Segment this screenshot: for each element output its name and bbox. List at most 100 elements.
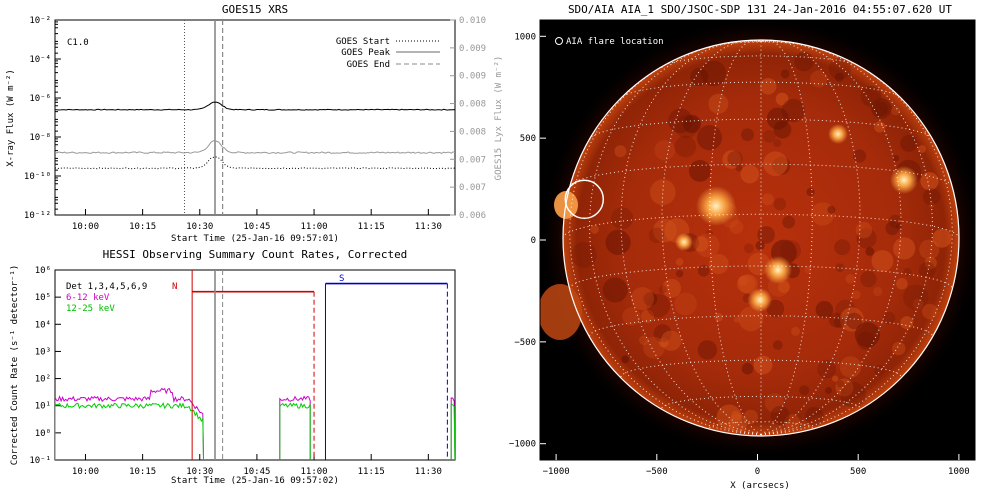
bright-patch [714, 313, 723, 322]
dark-patch [828, 57, 852, 80]
hessi-y-tick-label: 10² [35, 375, 51, 385]
bright-patch [871, 250, 894, 272]
active-region [828, 124, 848, 144]
dark-patch [865, 247, 875, 256]
aia-title: SDO/AIA AIA_1 SDO/JSOC-SDP 131 24-Jan-20… [568, 3, 952, 16]
bright-patch [851, 290, 861, 300]
bright-patch [695, 233, 720, 258]
bright-patch [736, 274, 756, 294]
bright-patch [892, 341, 906, 356]
hessi-legend: Det 1,3,4,5,6,9 6-12 keV 12-25 keV [66, 282, 147, 314]
dark-patch [741, 362, 754, 375]
hessi-y-tick-label: 10³ [35, 347, 51, 357]
hessi-y-axis: 10⁶ 10⁵ 10⁴ 10³ 10² 10¹ 10⁰ 10⁻¹ [29, 266, 61, 466]
dark-patch [873, 102, 889, 117]
bright-patch [922, 303, 938, 320]
dark-patch [900, 134, 918, 152]
bright-patch [839, 307, 865, 332]
bright-patch [924, 256, 937, 269]
active-region [764, 256, 792, 284]
dark-patch [794, 51, 814, 72]
dark-patch [621, 355, 630, 364]
hessi-series-6-12kev [55, 387, 455, 460]
hessi-y-tick-label: 10⁵ [35, 293, 51, 303]
bright-patch [738, 275, 748, 286]
longitude-line [760, 40, 934, 436]
longitude-line [620, 40, 762, 436]
bright-patch [740, 164, 760, 184]
dark-patch [697, 340, 718, 360]
bright-patch [920, 172, 939, 191]
goes-y-axis: 10⁻² 10⁻⁴ 10⁻⁶ 10⁻⁸ 10⁻¹⁰ 10⁻¹² [24, 16, 61, 221]
longitude-line [760, 40, 902, 436]
aia-x-tick-label: 500 [850, 467, 866, 477]
bright-patch [639, 335, 649, 346]
hessi-x-label: Start Time (25-Jan-16 09:57:02) [171, 476, 339, 486]
goes-right-tick-label: 0.009 [459, 72, 486, 82]
dark-patch [648, 227, 665, 243]
bright-patch [649, 179, 676, 206]
bright-patch [839, 356, 862, 378]
hessi-x-tick-label: 10:30 [186, 467, 213, 477]
longitude-line [588, 40, 762, 436]
dark-patch [817, 359, 836, 379]
bright-patch [791, 326, 800, 336]
latitude-line [620, 81, 902, 100]
bright-patch [811, 202, 835, 226]
hessi-y-label: Corrected Count Rate (s⁻¹ detector⁻¹) [10, 265, 20, 465]
dark-patch [840, 382, 866, 408]
bright-patch [738, 306, 764, 332]
aia-x-tick-label: −500 [646, 467, 668, 477]
aia-x-tick-label: 1000 [948, 467, 970, 477]
dark-patch [828, 312, 844, 328]
goes-x-tick-label: 10:00 [72, 222, 99, 232]
bright-patch [643, 336, 665, 359]
legend-flare-location: AIA flare location [566, 37, 664, 47]
goes-legend: GOES Start GOES Peak GOES End [336, 37, 440, 70]
bright-patch [891, 106, 901, 116]
aia-x-tick-label: 0 [755, 467, 760, 477]
hessi-y-tick-label: 10⁰ [35, 429, 51, 439]
dark-patch [611, 207, 634, 230]
goes-x-tick-label: 11:00 [301, 222, 328, 232]
dark-patch [781, 98, 805, 123]
bright-patch [660, 330, 682, 351]
dark-patch [735, 164, 743, 172]
bright-patch [708, 93, 729, 114]
bright-patch [896, 278, 908, 290]
goes-x-tick-label: 10:30 [186, 222, 213, 232]
dark-patch [571, 242, 597, 268]
dark-patch [833, 317, 846, 329]
active-region [675, 233, 693, 251]
bright-patch [753, 355, 773, 375]
hessi-series-12-25kev [55, 402, 455, 460]
bright-patch [675, 258, 684, 266]
bright-patch [743, 409, 758, 425]
bright-patch [708, 254, 729, 274]
bright-patch [928, 201, 935, 208]
hessi-y-tick-label: 10⁻¹ [29, 456, 51, 466]
bright-patch [873, 286, 883, 297]
dark-patch [757, 226, 775, 244]
bright-patch [729, 220, 744, 235]
dark-patch [727, 151, 743, 167]
aia-panel: SDO/AIA AIA_1 SDO/JSOC-SDP 131 24-Jan-20… [509, 3, 976, 491]
goes-title: GOES15 XRS [222, 3, 288, 16]
bright-patch [764, 393, 785, 413]
aia-y-tick-label: 500 [520, 134, 536, 144]
goes-time-markers [184, 20, 224, 215]
dark-patch [856, 331, 876, 350]
aia-x-axis: −1000 −500 0 500 1000 [543, 454, 970, 477]
bright-patch [614, 145, 627, 158]
dark-patch [773, 139, 782, 148]
goes-y-right-label: GOES15 Lyx Flux (W m⁻²) [494, 56, 504, 181]
goes-y-tick-label: 10⁻⁴ [29, 55, 51, 65]
hessi-x-tick-label: 11:30 [415, 467, 442, 477]
saa-label: S [339, 274, 344, 284]
bright-patch [738, 274, 758, 294]
dark-patch [836, 380, 845, 388]
goes-class-label: C1.0 [67, 38, 89, 48]
goes-long-channel [55, 101, 455, 111]
legend-detectors: Det 1,3,4,5,6,9 [66, 282, 147, 292]
